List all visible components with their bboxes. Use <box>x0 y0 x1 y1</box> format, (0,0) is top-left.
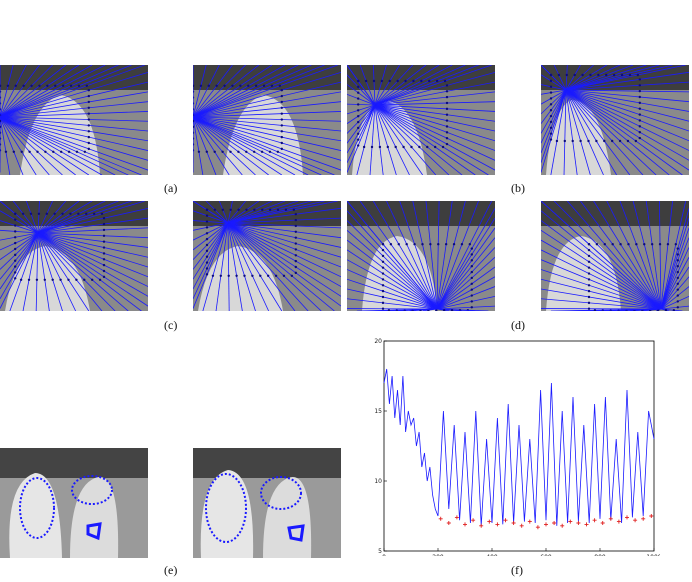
y-tick-label: 15 <box>374 408 382 415</box>
series-marker <box>511 521 516 525</box>
series-marker <box>608 516 613 521</box>
x-tick-label: 800 <box>594 554 606 556</box>
x-tick-label: 400 <box>486 554 498 556</box>
series-marker <box>600 521 605 525</box>
photo-c-left <box>0 201 148 311</box>
series-marker <box>641 516 646 521</box>
series-marker <box>527 519 532 524</box>
series-marker <box>616 519 621 524</box>
series-marker <box>625 515 629 520</box>
contour-points-e-left <box>0 448 148 558</box>
series-line <box>383 368 655 526</box>
epipolar-lines-a-right <box>193 65 341 175</box>
photo-e-right <box>193 448 341 558</box>
series-marker <box>592 518 597 523</box>
series-marker <box>584 522 589 527</box>
epipolar-lines-c-right <box>193 201 341 311</box>
photo-c-right <box>193 201 341 311</box>
series-marker <box>446 521 451 525</box>
epipolar-lines-a-left <box>0 65 148 175</box>
series-marker <box>633 518 638 523</box>
epipolar-lines-b-right <box>541 65 689 175</box>
caption-c: (c) <box>164 318 178 332</box>
caption-a: (a) <box>164 181 178 195</box>
y-tick-label: 10 <box>374 478 382 485</box>
photo-b-left <box>347 65 495 175</box>
epipolar-lines-b-left <box>347 65 495 175</box>
series-marker <box>544 522 548 527</box>
series-marker <box>503 518 508 523</box>
series-marker <box>438 516 443 521</box>
x-tick-label: 0 <box>382 554 386 556</box>
plot-frame <box>383 340 655 552</box>
y-tick-label: 20 <box>374 338 382 345</box>
series-marker <box>535 525 540 530</box>
x-tick-label: 1000 <box>646 554 660 556</box>
series-marker <box>495 522 500 527</box>
photo-e-left <box>0 448 148 558</box>
series-marker <box>560 523 565 528</box>
photo-a-left <box>0 65 148 175</box>
photo-d-right <box>541 201 689 311</box>
epipolar-lines-d-left <box>347 201 495 311</box>
series-marker <box>649 514 654 518</box>
caption-d: (d) <box>511 318 525 332</box>
series-marker <box>463 522 467 527</box>
series-marker <box>487 519 492 524</box>
photo-d-left <box>347 201 495 311</box>
x-tick-label: 200 <box>432 554 444 556</box>
photo-a-right <box>193 65 341 175</box>
epipolar-lines-c-left <box>0 201 148 311</box>
y-tick-label: 5 <box>378 548 382 555</box>
caption-f: (f) <box>511 563 523 577</box>
series-marker <box>552 521 557 525</box>
series-marker <box>454 515 459 520</box>
x-tick-label: 600 <box>540 554 552 556</box>
caption-e: (e) <box>164 563 178 577</box>
series-marker <box>479 523 484 528</box>
photo-b-right <box>541 65 689 175</box>
epipolar-lines-d-right <box>541 201 689 311</box>
chart-f: 0 200 400 600 800 1000 5 10 15 20 <box>374 338 660 556</box>
series-marker <box>568 519 573 524</box>
series-marker <box>471 518 476 523</box>
caption-b: (b) <box>511 181 525 195</box>
series-marker <box>519 523 524 528</box>
series-marker <box>576 521 581 525</box>
contour-points-e-right <box>193 448 341 558</box>
